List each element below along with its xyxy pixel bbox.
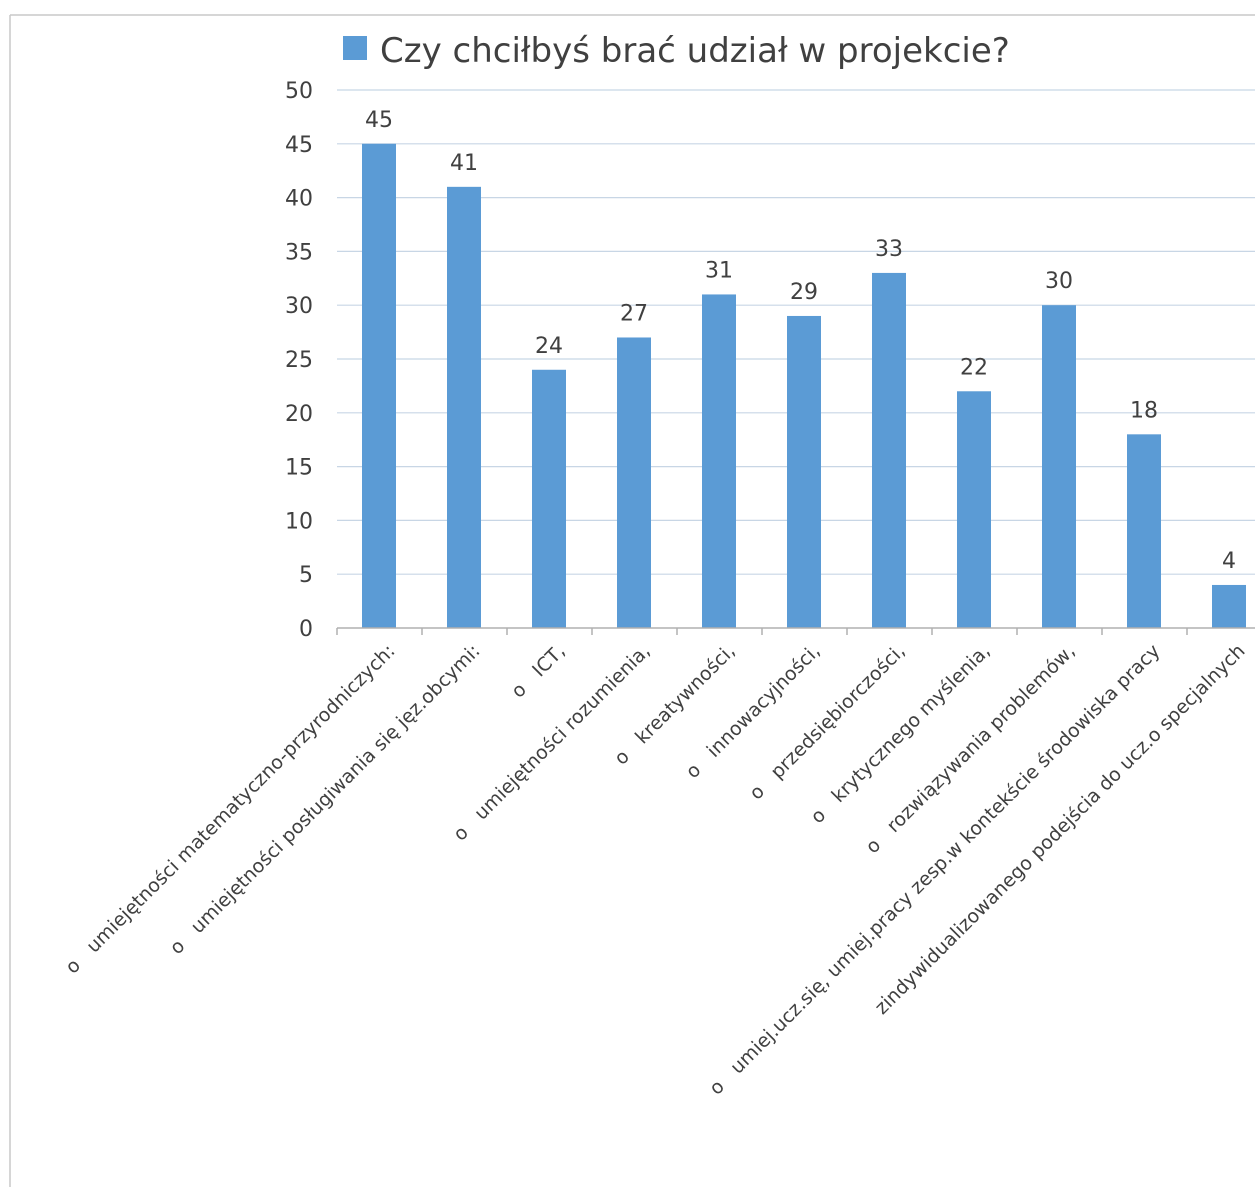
y-tick-label: 5 <box>299 563 313 588</box>
x-category-label: o umiejętności posługiwania się jęz.obcy… <box>166 640 485 959</box>
legend-label: Czy chciłbyś brać udział w projekcie? <box>380 31 1010 71</box>
bar <box>447 186 481 628</box>
y-tick-label: 15 <box>285 456 313 481</box>
bar <box>532 369 566 628</box>
x-category-label: o umiejętności matematyczno-przyrodniczy… <box>61 640 399 978</box>
bar <box>702 294 736 628</box>
y-tick-label: 10 <box>285 509 313 534</box>
data-label: 27 <box>620 301 648 326</box>
bar <box>872 272 906 628</box>
data-label: 41 <box>450 151 478 176</box>
bar <box>1127 434 1161 628</box>
legend-swatch <box>343 36 367 60</box>
y-axis-tick-labels: 0 5 10 15 20 25 30 35 40 45 50 <box>285 79 313 642</box>
data-label: 31 <box>705 258 733 283</box>
data-label: 30 <box>1045 269 1073 294</box>
bar <box>787 315 821 628</box>
y-tick-label: 20 <box>285 402 313 427</box>
bar <box>617 337 651 628</box>
legend: Czy chciłbyś brać udział w projekcie? <box>343 31 1010 71</box>
bars <box>362 143 1246 629</box>
bar <box>1042 305 1076 628</box>
y-tick-label: 40 <box>285 187 313 212</box>
y-tick-label: 0 <box>299 617 313 642</box>
data-label: 22 <box>960 355 988 380</box>
data-label: 24 <box>535 334 563 359</box>
x-axis <box>336 627 1255 635</box>
y-tick-label: 50 <box>285 79 313 104</box>
y-tick-label: 35 <box>285 240 313 265</box>
x-category-label: o ICT, <box>507 640 569 702</box>
y-tick-label: 30 <box>285 294 313 319</box>
x-category-label: o krytycznego myślenia, <box>806 640 994 828</box>
y-tick-label: 45 <box>285 133 313 158</box>
data-labels: 45 41 24 27 31 29 33 22 30 18 4 <box>365 108 1236 574</box>
x-axis-category-labels: o umiejętności matematyczno-przyrodniczy… <box>61 640 1249 1099</box>
data-label: 18 <box>1130 398 1158 423</box>
bar <box>957 391 991 628</box>
data-label: 45 <box>365 108 393 133</box>
bar <box>1212 584 1246 628</box>
data-label: 4 <box>1222 549 1236 574</box>
data-label: 33 <box>875 237 903 262</box>
x-category-label: o przedsiębiorczości, <box>745 640 909 804</box>
data-label: 29 <box>790 280 818 305</box>
y-tick-label: 25 <box>285 348 313 373</box>
bar <box>362 143 396 629</box>
